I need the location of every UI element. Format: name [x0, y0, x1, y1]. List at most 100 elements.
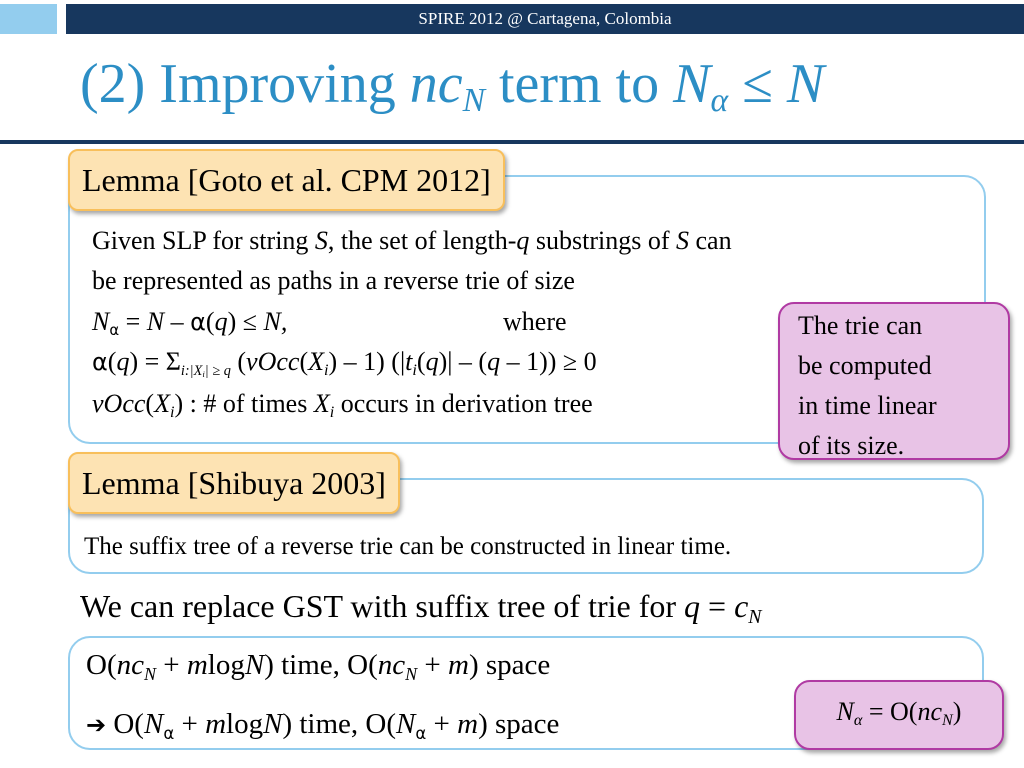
text-span: (: [230, 347, 247, 376]
text-span: O(: [106, 708, 144, 740]
lemma1-line5: vOcc(Xi) : # of times Xi occurs in deriv…: [92, 387, 593, 421]
title-n2: N: [786, 53, 825, 115]
note-line: The trie can: [798, 311, 923, 340]
text-span: )| – (: [438, 347, 488, 376]
lemma1-line1: Given SLP for string S, the set of lengt…: [92, 224, 732, 258]
lemma1-line3: Nα = N – α(q) ≤ N,: [92, 305, 287, 339]
title-leq: ≤: [728, 53, 787, 115]
complexity-line2: ➔ O(Nα + mlogN) time, O(Nα + m) space: [86, 704, 559, 745]
text-span: Given SLP for string: [92, 226, 315, 255]
note-line: be computed: [798, 351, 932, 380]
text-span: occurs in derivation tree: [334, 389, 593, 418]
text-span: +: [417, 649, 448, 681]
alpha-sub: α: [163, 723, 175, 743]
lemma1-where: where: [503, 307, 567, 336]
var-i: i: [324, 362, 329, 380]
vocc: vOcc: [246, 347, 300, 376]
var-n: N: [244, 649, 265, 681]
text-span: log: [226, 708, 264, 740]
text-span: We can replace GST with suffix tree of t…: [80, 588, 685, 624]
var-t: t: [405, 347, 413, 376]
arrow-right-icon: ➔: [86, 711, 107, 739]
var-nc: nc: [917, 697, 943, 726]
var-n: N: [143, 663, 156, 684]
text-span: ) : # of times: [174, 389, 314, 418]
text-span: (: [299, 347, 309, 376]
lemma1-heading: Lemma [Goto et al. CPM 2012]: [68, 149, 505, 211]
text-span: ) – 1) (|: [328, 347, 406, 376]
var-m: m: [448, 649, 469, 681]
var-n: N: [263, 708, 283, 740]
text-span: +: [174, 708, 206, 740]
alpha-sub: α: [415, 723, 427, 743]
title-nc-sub: N: [462, 82, 485, 120]
complexity-line1: O(ncN + mlogN) time, O(ncN + m) space: [86, 645, 550, 685]
text-span: , the set of length-: [327, 226, 517, 255]
text-span: +: [155, 649, 187, 681]
trie-note: The trie can be computed in time linear …: [778, 302, 1010, 460]
var-nc: nc: [377, 649, 406, 681]
banner-bar: SPIRE 2012 @ Cartagena, Colombia: [66, 4, 1024, 34]
text-span: (: [205, 307, 215, 336]
text-span: ) space: [468, 649, 551, 681]
var-n: N: [92, 307, 110, 336]
var-c: c: [734, 588, 749, 624]
text-span: (: [145, 389, 155, 418]
var-q: q: [116, 347, 130, 376]
var-m: m: [186, 649, 208, 681]
text-span: can: [689, 226, 732, 255]
var-nc: nc: [116, 649, 144, 681]
lemma1-line2: be represented as paths in a reverse tri…: [92, 266, 575, 295]
text-span: +: [426, 708, 458, 740]
var-i: i: [169, 404, 175, 422]
var-n: N: [942, 712, 953, 730]
lemma1-line4: α(q) = Σi:|Xi| ≥ q (vOcc(Xi) – 1) (|ti(q…: [92, 345, 597, 379]
var-s: S: [314, 226, 328, 255]
var-s: S: [676, 226, 689, 255]
text-span: – 1)) ≥ 0: [500, 347, 597, 376]
title-n: N: [673, 53, 711, 115]
alpha-sub: α: [109, 322, 120, 340]
text-span: substrings of: [529, 226, 676, 255]
var-n: N,: [263, 307, 288, 336]
text-span: ): [952, 697, 962, 726]
text-span: =: [119, 307, 147, 336]
text-span: –: [164, 307, 191, 336]
text-span: = O(: [862, 697, 918, 726]
var-n: N: [748, 606, 762, 629]
var-m: m: [457, 708, 479, 740]
replace-statement: We can replace GST with suffix tree of t…: [80, 584, 762, 628]
var-q: q: [684, 588, 701, 624]
var-q: q: [487, 347, 501, 376]
title-prefix: (2) Improving: [80, 53, 410, 115]
sum-subscript-i: i: [202, 369, 205, 380]
title-middle: term to: [484, 53, 674, 115]
text-span: ) ≤: [227, 307, 264, 336]
equivalence-note-text: Nα = O(ncN): [796, 692, 1002, 732]
slide-title: (2) Improving ncN term to Nα ≤ N: [80, 44, 824, 124]
var-q: q: [425, 347, 439, 376]
text-span: log: [207, 649, 245, 681]
lemma2-heading: Lemma [Shibuya 2003]: [68, 452, 400, 514]
text-span: ) = Σ: [129, 347, 181, 376]
trie-note-text: The trie can be computed in time linear …: [798, 306, 937, 466]
banner-square: [0, 4, 57, 34]
equivalence-note: Nα = O(ncN): [794, 680, 1004, 750]
alpha: α: [92, 348, 108, 376]
title-alpha-sub: α: [710, 82, 729, 120]
title-divider: [0, 140, 1024, 144]
var-n: N: [146, 307, 165, 336]
var-n: N: [143, 708, 164, 740]
var-m: m: [205, 708, 227, 740]
sum-subscript: i:|X: [180, 362, 203, 379]
text-span: ) space: [478, 708, 560, 740]
var-n: N: [836, 697, 854, 726]
var-n: N: [396, 708, 416, 740]
var-x: X: [308, 347, 324, 376]
var-q: q: [214, 307, 228, 336]
alpha-sub: α: [853, 712, 863, 730]
text-span: =: [700, 588, 735, 624]
text-span: ) time, O(: [264, 649, 378, 681]
title-nc: nc: [409, 53, 463, 115]
conference-label: SPIRE 2012 @ Cartagena, Colombia: [418, 9, 672, 28]
